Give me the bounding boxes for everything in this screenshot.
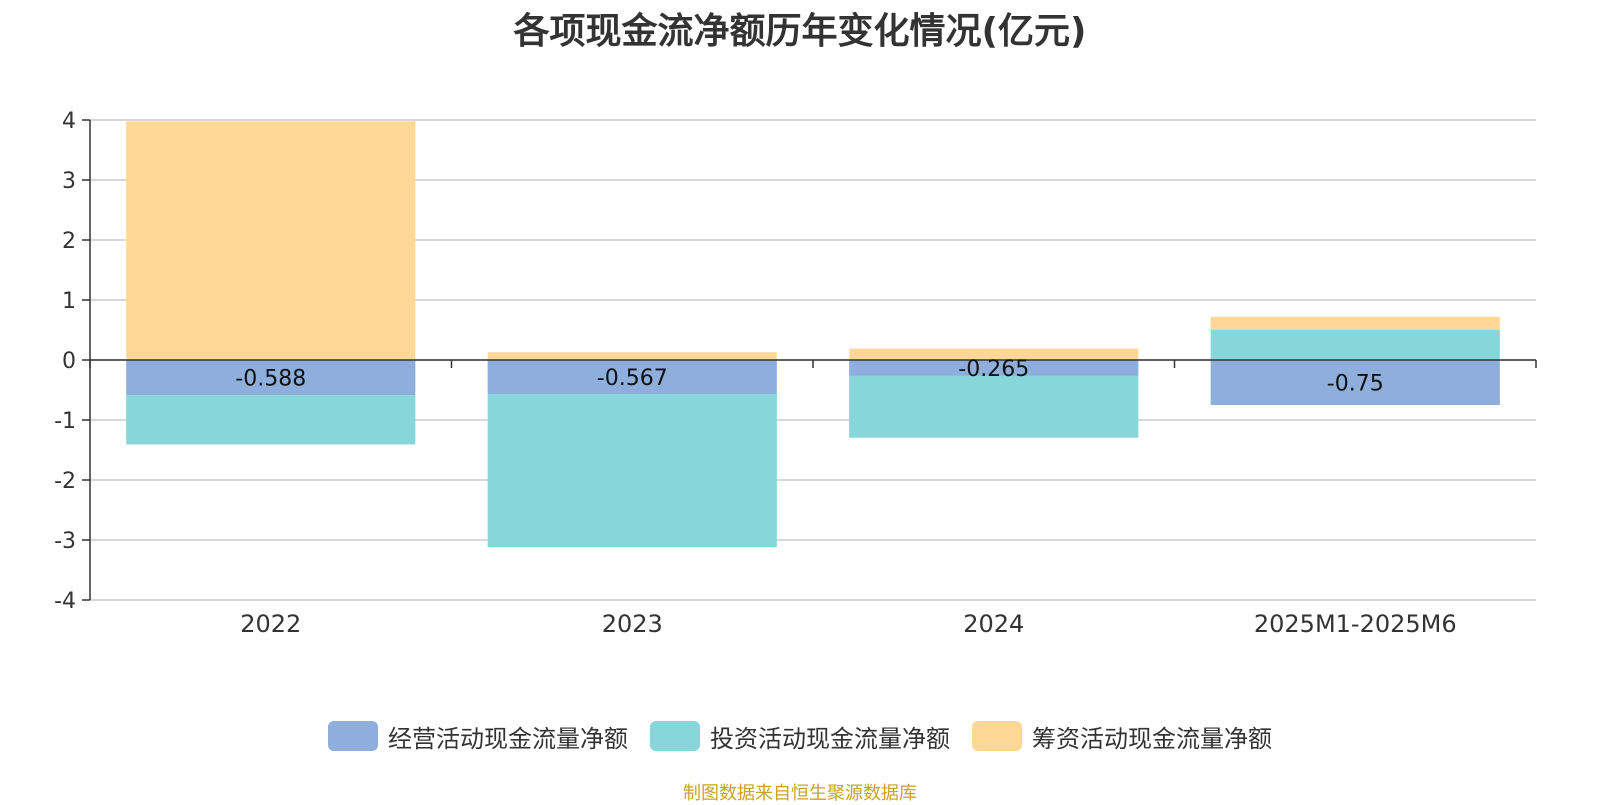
legend-swatch — [972, 721, 1022, 751]
legend-item[interactable]: 筹资活动现金流量净额 — [972, 719, 1272, 754]
y-tick-label: 1 — [62, 289, 76, 314]
bar-segment-s2-c3 — [1210, 316, 1500, 330]
y-tick-label: -3 — [54, 529, 76, 554]
x-tick-label: 2025M1-2025M6 — [1254, 610, 1457, 638]
bar-segment-s1-c3 — [1210, 330, 1500, 360]
y-tick-label: -2 — [54, 469, 76, 494]
data-label: -0.588 — [235, 367, 306, 392]
source-note: 制图数据来自恒生聚源数据库 — [683, 783, 917, 804]
chart-title: 各项现金流净额历年变化情况(亿元) — [513, 11, 1087, 52]
y-tick-label: 0 — [62, 349, 76, 374]
data-label: -0.567 — [597, 366, 668, 391]
bar-segment-s0-c2 — [849, 360, 1139, 376]
y-tick-label: -4 — [54, 589, 76, 614]
y-tick-label: 4 — [62, 109, 76, 134]
legend-label: 投资活动现金流量净额 — [710, 724, 950, 753]
legend-label: 筹资活动现金流量净额 — [1032, 724, 1272, 753]
y-tick-label: 2 — [62, 229, 76, 254]
bar-segment-s0-c0 — [126, 360, 416, 396]
legend-label: 经营活动现金流量净额 — [388, 724, 628, 753]
legend-swatch — [650, 721, 700, 751]
legend-swatch — [328, 721, 378, 751]
y-tick-label: 3 — [62, 169, 76, 194]
bar-segment-s2-c2 — [849, 348, 1139, 360]
axes: 4 3 2 1 0 -1 -2 -3 -4 2022 2023 2024 2025M1-2025M6 — [54, 109, 1537, 638]
x-tick-label: 2022 — [240, 610, 301, 638]
bar-segment-s0-c3 — [1210, 360, 1500, 405]
bar-segment-s2-c0 — [126, 121, 416, 360]
legend-item[interactable]: 投资活动现金流量净额 — [650, 719, 950, 754]
bar-segment-s2-c1 — [487, 352, 777, 360]
data-labels: -0.588 -0.567 -0.265 -0.75 — [235, 357, 1383, 397]
x-tick-label: 2023 — [602, 610, 663, 638]
legend: 经营活动现金流量净额 投资活动现金流量净额 筹资活动现金流量净额 — [0, 718, 1600, 754]
bar-segment-s1-c0 — [126, 395, 416, 445]
bar-segment-s0-c1 — [487, 360, 777, 395]
bar-segment-s1-c1 — [487, 394, 777, 548]
bars — [126, 121, 1500, 548]
legend-item[interactable]: 经营活动现金流量净额 — [328, 719, 628, 754]
bar-segment-s1-c2 — [849, 375, 1139, 438]
data-label: -0.265 — [958, 357, 1029, 382]
data-label: -0.75 — [1327, 372, 1384, 397]
x-tick-label: 2024 — [963, 610, 1024, 638]
y-tick-label: -1 — [54, 409, 76, 434]
